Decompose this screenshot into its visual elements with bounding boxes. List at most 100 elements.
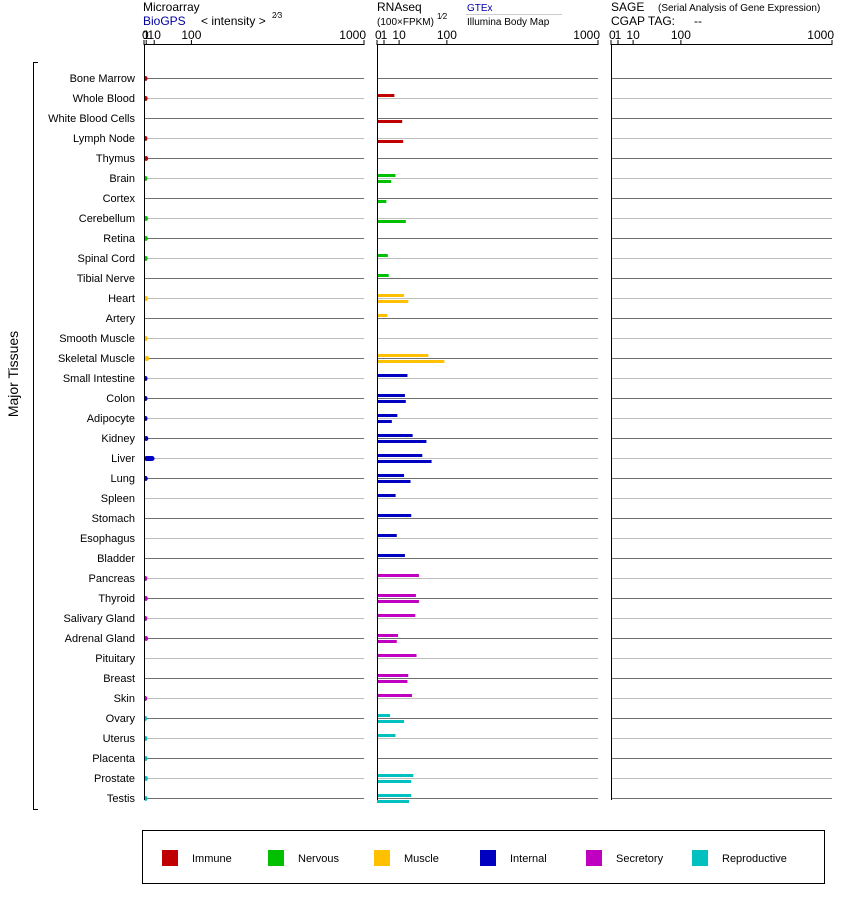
gtex-bar: [377, 94, 395, 97]
tissue-row-pituitary: Pituitary: [95, 653, 832, 665]
tissue-row-artery: Artery: [106, 313, 832, 325]
tissue-row-tibial-nerve: Tibial Nerve: [77, 273, 832, 285]
microarray-scale-label: < intensity >: [201, 14, 266, 28]
tissue-row-whole-blood: Whole Blood: [73, 93, 832, 105]
microarray-bar: [144, 636, 149, 641]
rnaseq-scale-label: (100×FPKM): [377, 17, 434, 28]
tissue-label: Skin: [114, 693, 135, 705]
legend-item-immune: Immune: [162, 850, 232, 866]
tissue-row-spinal-cord: Spinal Cord: [78, 253, 832, 265]
sage-tick-label: 10: [626, 28, 640, 42]
tissue-label: Spleen: [101, 493, 135, 505]
legend-swatch: [374, 850, 390, 866]
legend-item-muscle: Muscle: [374, 850, 439, 866]
illumina-bar: [377, 140, 404, 143]
tissue-label: Tibial Nerve: [77, 273, 135, 285]
legend-label: Secretory: [616, 853, 664, 865]
gtex-bar: [377, 774, 414, 777]
legend-swatch: [692, 850, 708, 866]
tissue-row-spleen: Spleen: [101, 493, 832, 505]
legend-swatch: [586, 850, 602, 866]
illumina-bar: [377, 460, 432, 463]
sage-header: SAGE (Serial Analysis of Gene Expression…: [611, 0, 820, 28]
sage-tick-label: 1000: [807, 28, 834, 42]
gtex-bar: [377, 794, 412, 797]
tissue-label: Testis: [107, 793, 136, 805]
gtex-bar: [377, 374, 408, 377]
gtex-bar: [377, 574, 419, 577]
tissue-row-stomach: Stomach: [92, 513, 832, 525]
legend-label: Muscle: [404, 853, 439, 865]
legend-swatch: [162, 850, 178, 866]
gtex-bar: [377, 354, 429, 357]
tissue-label: Kidney: [101, 433, 135, 445]
gtex-bar: [377, 294, 405, 297]
tissue-label: Pancreas: [89, 573, 136, 585]
tissue-row-thyroid: Thyroid: [98, 593, 832, 605]
gtex-link[interactable]: GTEx: [467, 3, 493, 14]
microarray-bar: [144, 156, 149, 161]
tissue-row-liver: Liver: [111, 453, 832, 465]
illumina-bar: [377, 780, 412, 783]
legend-item-secretory: Secretory: [586, 850, 664, 866]
legend-swatch: [268, 850, 284, 866]
tissue-rows: Bone Marrow Whole Blood White Blood Cells L…: [48, 73, 832, 805]
sage-tick-label: 1: [615, 28, 622, 42]
major-tissues-label: Major Tissues: [5, 331, 21, 417]
gtex-bar: [377, 454, 423, 457]
illumina-bar: [377, 400, 406, 403]
tissue-label: Thymus: [96, 153, 136, 165]
tissue-row-esophagus: Esophagus: [80, 533, 832, 545]
tissue-label: Brain: [109, 173, 135, 185]
tissue-label: Small Intestine: [63, 373, 135, 385]
legend-item-nervous: Nervous: [268, 850, 339, 866]
legend-label: Immune: [192, 853, 232, 865]
rnaseq-header: RNAseq (100×FPKM) 1⁄2 GTEx Illumina Body…: [377, 0, 562, 28]
rnaseq-scale-exponent: 1⁄2: [437, 12, 448, 21]
tissue-row-lymph-node: Lymph Node: [73, 133, 832, 145]
tissue-row-salivary-gland: Salivary Gland: [63, 613, 832, 625]
gtex-bar: [377, 614, 416, 617]
gtex-bar: [377, 654, 417, 657]
illumina-bar: [377, 360, 445, 363]
illumina-body-map-link[interactable]: Illumina Body Map: [467, 17, 550, 28]
gtex-bar: [377, 254, 388, 257]
gtex-bar: [377, 594, 416, 597]
tissue-label: Esophagus: [80, 533, 136, 545]
micro-tick-label: 0: [142, 28, 149, 42]
tissue-label: Lung: [111, 473, 135, 485]
tissue-label: Thyroid: [98, 593, 135, 605]
tissue-row-white-blood-cells: White Blood Cells: [48, 113, 832, 125]
tissue-row-prostate: Prostate: [94, 773, 832, 785]
tissue-row-cortex: Cortex: [103, 193, 832, 205]
tissue-row-small-intestine: Small Intestine: [63, 373, 832, 385]
illumina-bar: [377, 720, 405, 723]
biogps-link[interactable]: BioGPS: [143, 14, 186, 28]
tissue-row-breast: Breast: [103, 673, 832, 685]
microarray-scale-exponent: 2⁄3: [272, 11, 283, 20]
illumina-bar: [377, 200, 387, 203]
gtex-bar: [377, 694, 412, 697]
gtex-bar: [377, 174, 396, 177]
legend-items: Immune Nervous Muscle Internal Secretory Repr…: [162, 850, 787, 866]
tissue-label: Liver: [111, 453, 135, 465]
tissue-label: Smooth Muscle: [59, 333, 135, 345]
sage-tick-label: 100: [671, 28, 691, 42]
tissue-row-cerebellum: Cerebellum: [79, 213, 832, 225]
microarray-bar: [144, 456, 155, 461]
gtex-bar: [377, 314, 388, 317]
illumina-bar: [377, 180, 392, 183]
legend: Immune Nervous Muscle Internal Secretory Repr…: [142, 830, 825, 884]
tissue-label: Salivary Gland: [63, 613, 135, 625]
illumina-bar: [377, 120, 403, 123]
tissue-label: Whole Blood: [73, 93, 135, 105]
major-tissues-bracket: [33, 62, 38, 810]
tissue-row-thymus: Thymus: [96, 153, 832, 165]
illumina-bar: [377, 600, 419, 603]
micro-tick-label: 1: [143, 28, 150, 42]
micro-tick-label: 10: [148, 28, 162, 42]
illumina-bar: [377, 800, 410, 803]
